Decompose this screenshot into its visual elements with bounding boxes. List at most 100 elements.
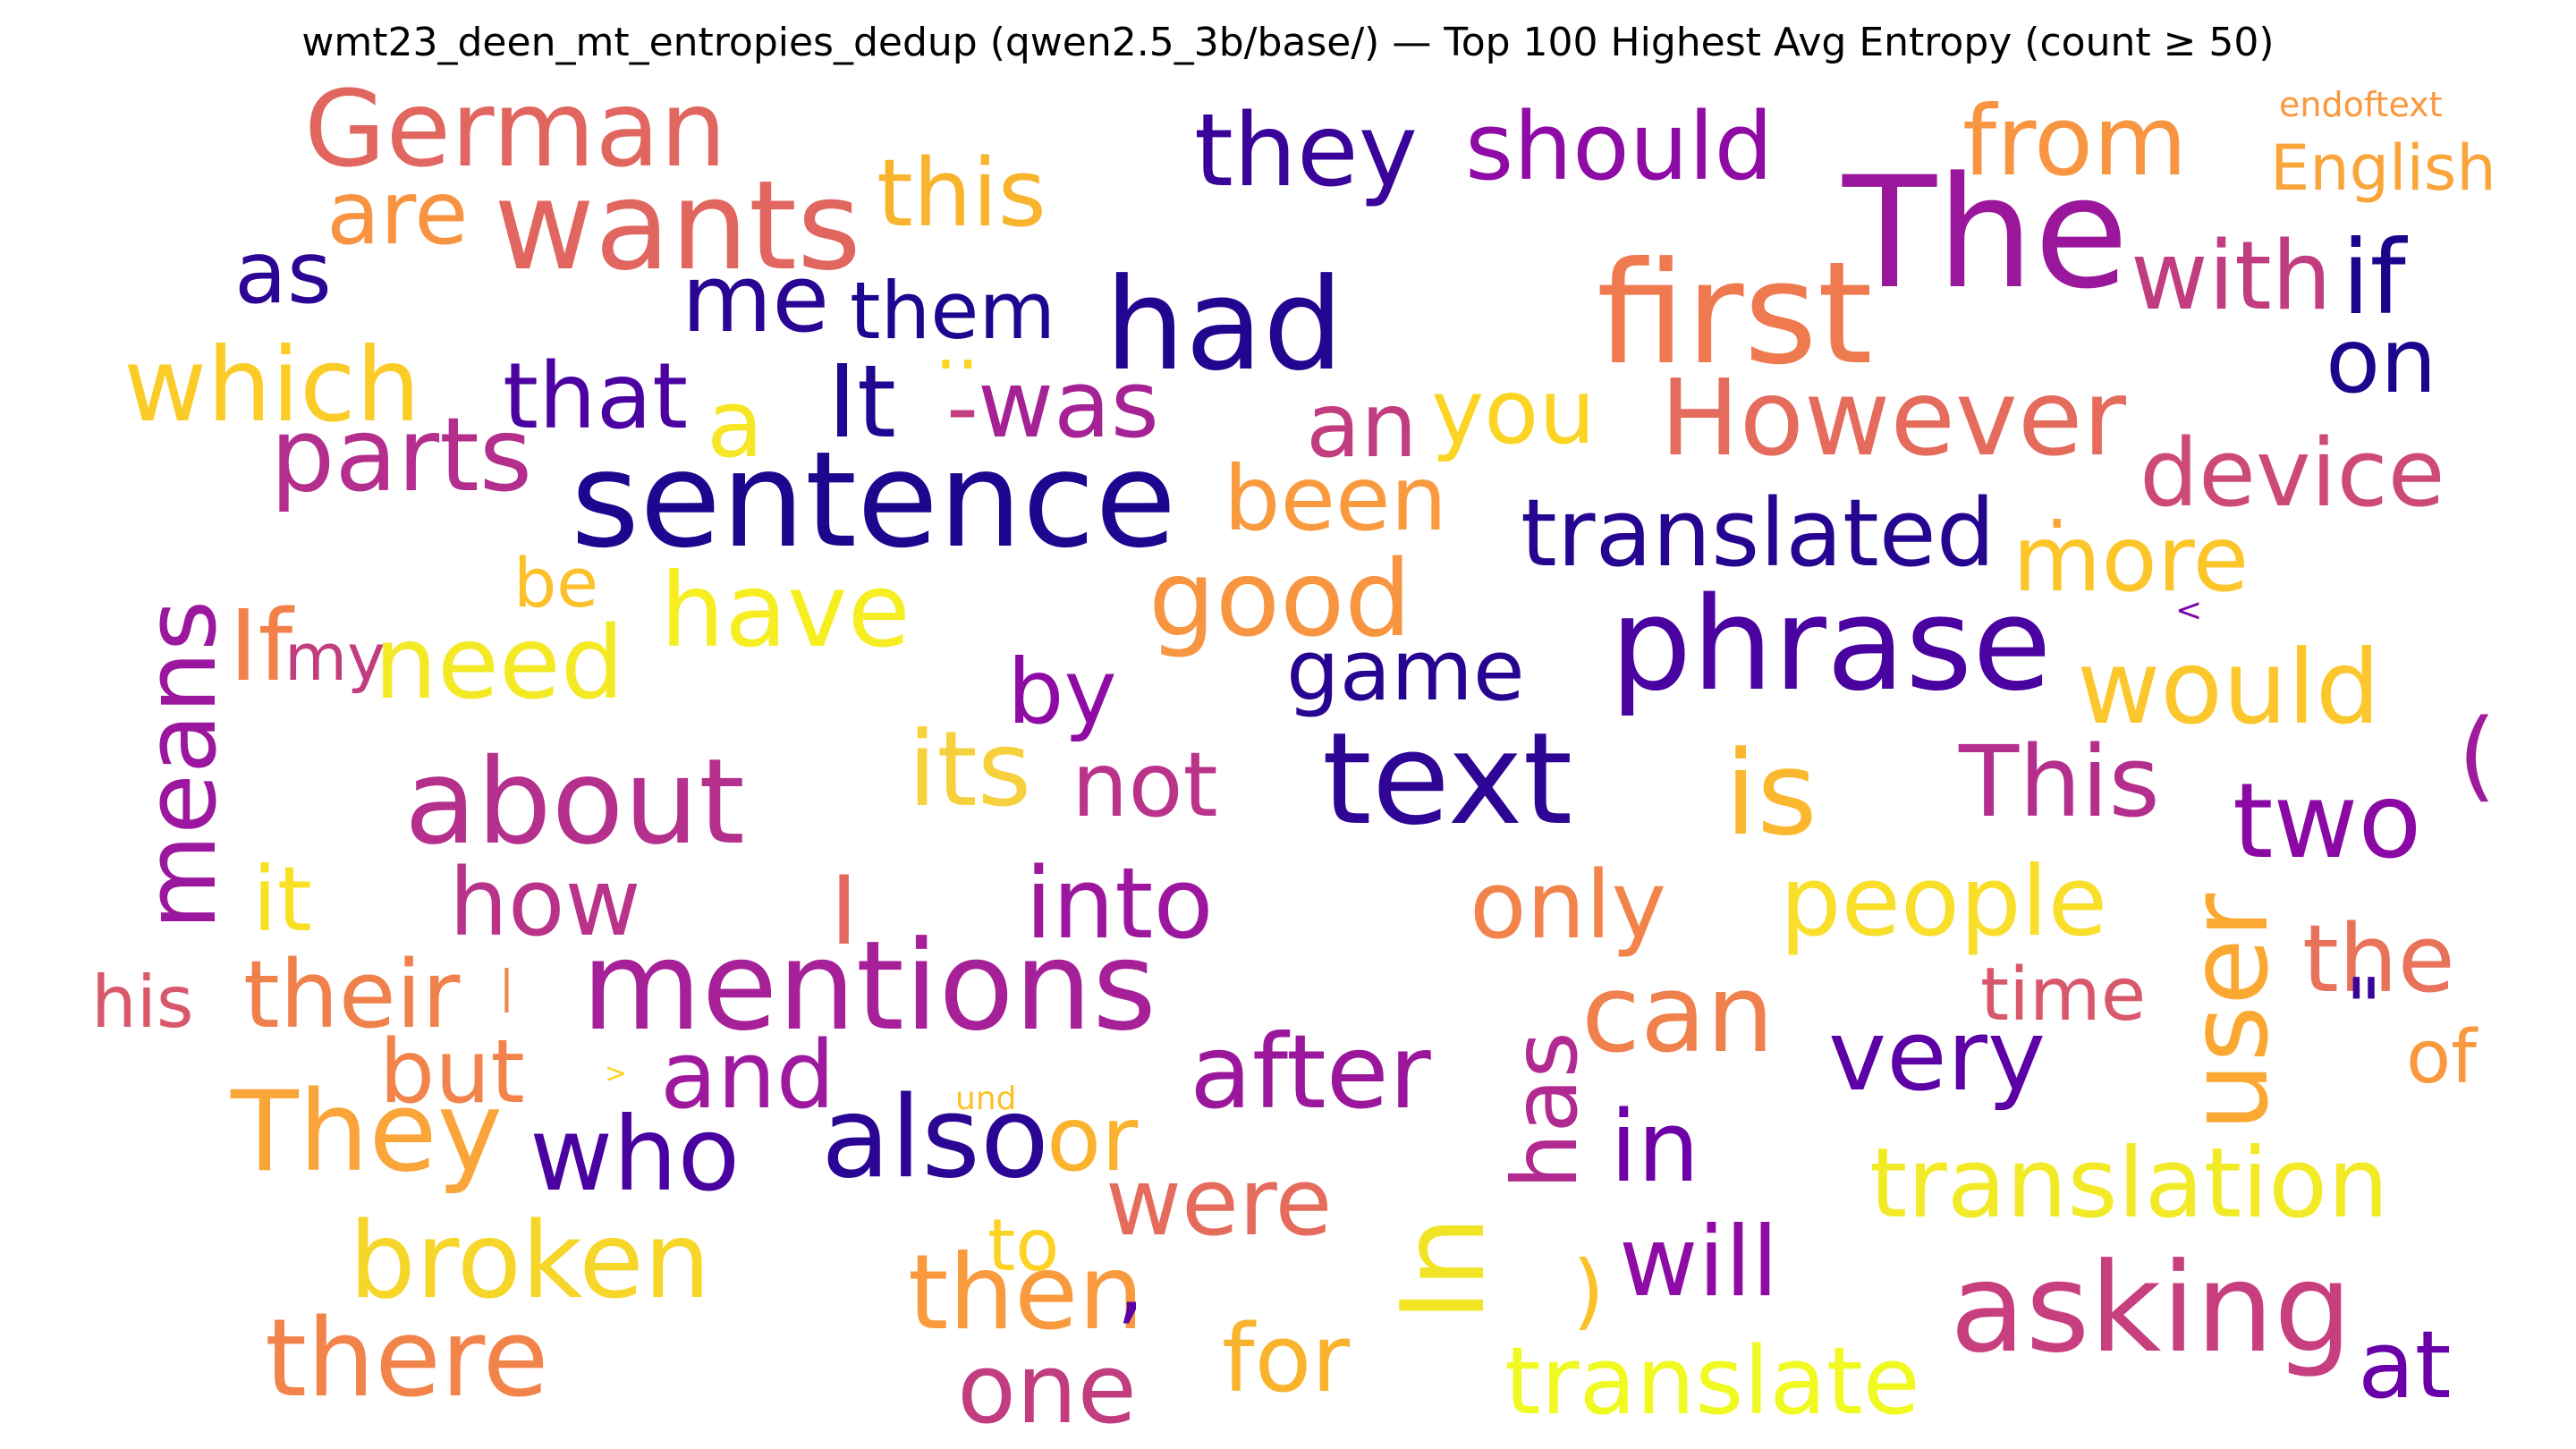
word-then: then <box>908 1233 1144 1353</box>
word-good: good <box>1148 537 1411 660</box>
word-und: und <box>955 1080 1016 1117</box>
word-be: be <box>513 543 598 623</box>
word-need: need <box>374 606 624 722</box>
word-at: at <box>2358 1310 2452 1419</box>
word-would: would <box>2077 628 2380 747</box>
word-their: their <box>243 940 461 1049</box>
word-and: and <box>660 1021 835 1130</box>
word-they: They <box>230 1068 503 1197</box>
word-for: for <box>1222 1304 1350 1413</box>
word-a: a <box>707 369 764 479</box>
word-translate: translate <box>1504 1326 1920 1436</box>
word-this: This <box>1958 724 2160 839</box>
word-i: I <box>830 856 858 966</box>
word-there: there <box>265 1297 548 1421</box>
word-ellipsis: .. <box>935 305 979 386</box>
word-broken: broken <box>349 1199 711 1322</box>
word-game: game <box>1286 623 1525 720</box>
word-in: In <box>1377 1216 1511 1322</box>
word-they: they <box>1194 93 1418 209</box>
word-comma: , <box>1116 1230 1145 1335</box>
word-as: as <box>234 223 332 323</box>
word-quote: " <box>2345 962 2382 1055</box>
word-translated: translated <box>1521 479 1996 588</box>
word-had: had <box>1105 251 1343 399</box>
word-time: time <box>1980 953 2146 1038</box>
word-from: from <box>1962 86 2187 198</box>
word-phrase: phrase <box>1610 569 2052 719</box>
word-its: its <box>908 709 1031 830</box>
word-should: should <box>1465 92 1774 201</box>
word-first: first <box>1597 232 1873 396</box>
word-means: means <box>123 600 238 930</box>
word-if: If <box>229 589 294 703</box>
word-only: only <box>1470 851 1666 960</box>
word-who: who <box>530 1095 740 1214</box>
word-have: have <box>660 551 911 670</box>
word-an: an <box>1306 373 1418 478</box>
word-asking: asking <box>1950 1236 2352 1380</box>
word-but: but <box>379 1021 525 1123</box>
word-this: this <box>877 139 1046 248</box>
word-of: of <box>2406 1015 2479 1100</box>
word-are: are <box>326 163 468 265</box>
word-to: to <box>987 1204 1059 1287</box>
word-them: them <box>850 265 1055 357</box>
word-parts: parts <box>270 395 532 514</box>
word-user: user <box>2165 893 2292 1131</box>
word-will: will <box>1619 1207 1778 1318</box>
word-wants: wants <box>494 154 861 298</box>
word-his: his <box>91 961 194 1044</box>
word-about: about <box>404 733 745 871</box>
word-the: the <box>2302 904 2455 1013</box>
word-which: which <box>123 326 420 445</box>
word-people: people <box>1780 846 2107 958</box>
word-or: or <box>1046 1087 1139 1191</box>
word-with: with <box>2131 221 2332 331</box>
word-two: two <box>2233 761 2421 882</box>
word-that: that <box>503 343 688 450</box>
word-mentions: mentions <box>581 914 1157 1058</box>
word-hyphen: - <box>946 355 979 460</box>
word-sentence: sentence <box>571 423 1176 577</box>
word-my: my <box>284 620 386 695</box>
word-is: is <box>1724 725 1818 861</box>
word-open-paren: ( <box>2458 698 2496 812</box>
word-not: not <box>1072 733 1218 837</box>
word-was: was <box>978 350 1159 459</box>
word-translation: translation <box>1869 1128 2389 1240</box>
word-in: in <box>1610 1089 1699 1204</box>
word-however: However <box>1660 356 2126 479</box>
chart-title: wmt23_deen_mt_entropies_dedup (qwen2.5_3… <box>301 20 2275 65</box>
word-on: on <box>2326 309 2437 413</box>
word-device: device <box>2140 419 2445 528</box>
word-also: also <box>821 1072 1049 1203</box>
word-were: were <box>1106 1148 1333 1257</box>
word-pipe: | <box>499 961 514 1013</box>
word-into: into <box>1025 846 1214 961</box>
word-greater-than: > <box>605 1058 627 1089</box>
word-has: has <box>1493 1031 1597 1190</box>
word-it: It <box>827 344 896 461</box>
word-less-than: < <box>2175 592 2202 629</box>
word-german: German <box>304 67 727 191</box>
word-more: more <box>2012 506 2249 613</box>
word-how: how <box>449 848 641 957</box>
word-you: you <box>1431 360 1596 464</box>
word-period: . <box>2046 462 2068 545</box>
word-endoftext: endoftext <box>2279 85 2443 124</box>
word-me: me <box>682 244 829 353</box>
word-close-paren: ) <box>1572 1243 1605 1339</box>
word-if: if <box>2342 218 2409 337</box>
word-after: after <box>1190 1013 1431 1131</box>
word-can: can <box>1581 953 1775 1077</box>
word-text: text <box>1322 706 1572 853</box>
word-one: one <box>957 1334 1137 1445</box>
word-it: it <box>252 847 312 952</box>
word-english: English <box>2270 131 2496 205</box>
word-very: very <box>1828 998 2046 1113</box>
word-by: by <box>1007 640 1117 744</box>
word-the: The <box>1842 143 2129 323</box>
